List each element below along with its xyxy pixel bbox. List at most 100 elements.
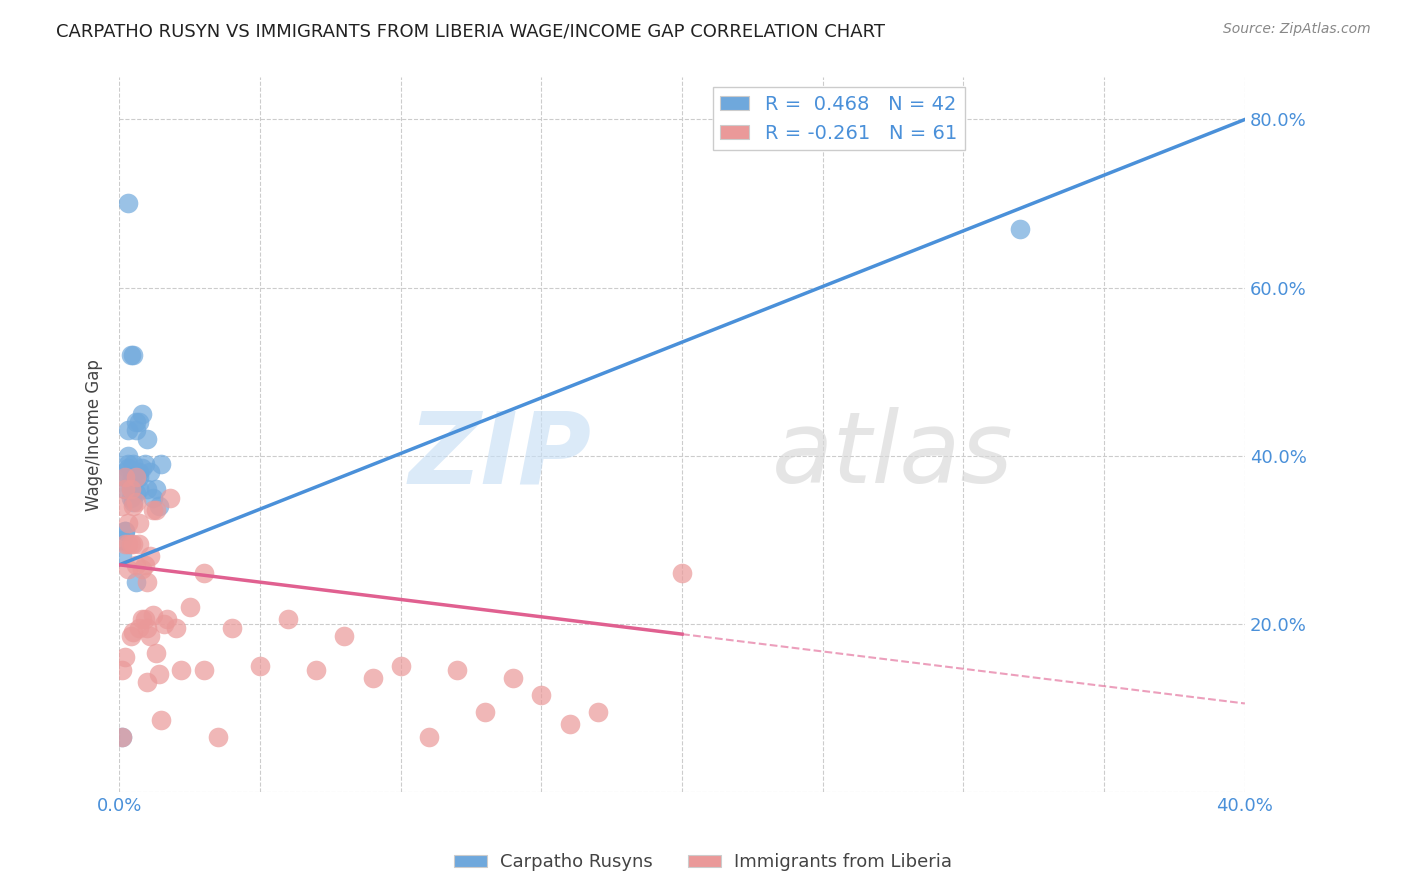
Point <box>122 348 145 362</box>
Point <box>114 524 136 539</box>
Point <box>122 537 145 551</box>
Point <box>111 730 134 744</box>
Point <box>418 730 440 744</box>
Point <box>305 663 328 677</box>
Point <box>117 457 139 471</box>
Point <box>111 663 134 677</box>
Point <box>530 688 553 702</box>
Point <box>117 537 139 551</box>
Legend: Carpatho Rusyns, Immigrants from Liberia: Carpatho Rusyns, Immigrants from Liberia <box>447 847 959 879</box>
Point <box>586 705 609 719</box>
Point <box>122 457 145 471</box>
Text: ZIP: ZIP <box>409 408 592 505</box>
Point <box>193 663 215 677</box>
Point <box>139 466 162 480</box>
Point <box>179 599 201 614</box>
Point <box>136 432 159 446</box>
Point <box>136 574 159 589</box>
Point <box>111 730 134 744</box>
Point <box>125 574 148 589</box>
Point <box>170 663 193 677</box>
Point <box>150 713 173 727</box>
Point <box>333 629 356 643</box>
Point <box>125 486 148 500</box>
Point <box>128 516 150 530</box>
Point <box>207 730 229 744</box>
Point <box>131 407 153 421</box>
Point <box>671 566 693 581</box>
Point <box>111 499 134 513</box>
Point <box>131 562 153 576</box>
Point <box>114 469 136 483</box>
Point <box>145 646 167 660</box>
Point <box>117 449 139 463</box>
Text: CARPATHO RUSYN VS IMMIGRANTS FROM LIBERIA WAGE/INCOME GAP CORRELATION CHART: CARPATHO RUSYN VS IMMIGRANTS FROM LIBERI… <box>56 22 886 40</box>
Point <box>139 549 162 564</box>
Point <box>128 466 150 480</box>
Point <box>114 537 136 551</box>
Point <box>136 482 159 496</box>
Point <box>150 457 173 471</box>
Point <box>139 629 162 643</box>
Point <box>117 423 139 437</box>
Point <box>120 482 142 496</box>
Point <box>148 499 170 513</box>
Point <box>122 499 145 513</box>
Point <box>361 671 384 685</box>
Point <box>159 491 181 505</box>
Point <box>114 482 136 496</box>
Point <box>114 650 136 665</box>
Point <box>165 621 187 635</box>
Point <box>125 415 148 429</box>
Point <box>114 482 136 496</box>
Point <box>142 503 165 517</box>
Point <box>389 658 412 673</box>
Point <box>142 608 165 623</box>
Point <box>134 612 156 626</box>
Point <box>111 549 134 564</box>
Point <box>120 348 142 362</box>
Point <box>131 612 153 626</box>
Point <box>136 675 159 690</box>
Point <box>117 461 139 475</box>
Point <box>193 566 215 581</box>
Point <box>117 562 139 576</box>
Point <box>120 474 142 488</box>
Point <box>446 663 468 677</box>
Point <box>125 469 148 483</box>
Point <box>122 495 145 509</box>
Point <box>1008 221 1031 235</box>
Point <box>120 491 142 505</box>
Point <box>125 495 148 509</box>
Text: atlas: atlas <box>772 408 1014 505</box>
Point <box>117 196 139 211</box>
Point <box>122 625 145 640</box>
Point <box>125 423 148 437</box>
Point <box>120 537 142 551</box>
Point <box>502 671 524 685</box>
Point <box>131 461 153 475</box>
Legend: R =  0.468   N = 42, R = -0.261   N = 61: R = 0.468 N = 42, R = -0.261 N = 61 <box>713 87 965 151</box>
Point <box>145 482 167 496</box>
Point <box>474 705 496 719</box>
Y-axis label: Wage/Income Gap: Wage/Income Gap <box>86 359 103 510</box>
Point <box>125 558 148 572</box>
Point <box>128 469 150 483</box>
Point <box>120 478 142 492</box>
Text: Source: ZipAtlas.com: Source: ZipAtlas.com <box>1223 22 1371 37</box>
Point <box>128 537 150 551</box>
Point <box>134 558 156 572</box>
Point <box>128 621 150 635</box>
Point <box>114 466 136 480</box>
Point <box>277 612 299 626</box>
Point <box>120 482 142 496</box>
Point <box>136 621 159 635</box>
Point <box>558 717 581 731</box>
Point <box>221 621 243 635</box>
Point <box>145 503 167 517</box>
Point <box>128 415 150 429</box>
Point <box>156 612 179 626</box>
Point <box>128 482 150 496</box>
Point <box>142 491 165 505</box>
Point <box>134 457 156 471</box>
